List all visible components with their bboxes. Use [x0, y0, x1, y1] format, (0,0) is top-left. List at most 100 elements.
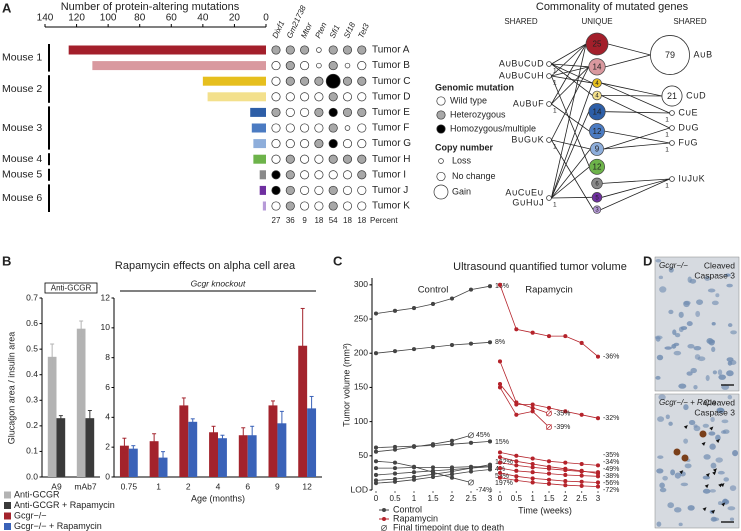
data-point — [468, 469, 474, 474]
nucleus — [724, 273, 731, 277]
mutation-dot — [316, 62, 322, 69]
nucleus — [689, 278, 697, 284]
mutation-dot — [314, 154, 324, 164]
mutation-dot — [271, 107, 281, 117]
mutation-dot — [271, 170, 281, 180]
mutation-dot — [285, 170, 295, 180]
bar — [218, 438, 227, 477]
data-point — [497, 385, 503, 390]
x-axis-title: Time (weeks) — [518, 505, 572, 515]
data-point — [411, 470, 417, 475]
data-point — [546, 477, 552, 482]
legend-label: Homozygous/multiple — [450, 123, 536, 133]
x-tick-label: 12 — [302, 481, 312, 491]
edge — [601, 95, 662, 97]
legend-marker — [433, 184, 449, 200]
nucleus — [694, 354, 701, 360]
data-point — [487, 467, 493, 472]
arrowhead — [715, 439, 720, 444]
x-tick-label: 6 — [245, 481, 250, 491]
mutation-dot — [300, 61, 310, 71]
panel-label: B — [2, 253, 11, 268]
data-point — [392, 349, 398, 354]
percent-label: Percent — [370, 216, 398, 225]
bar — [259, 185, 266, 195]
data-point — [579, 479, 584, 484]
data-point — [468, 466, 474, 471]
legend-marker — [436, 171, 446, 182]
bar — [209, 432, 218, 477]
mutation-dot — [285, 123, 295, 133]
end-label: -39% — [554, 424, 570, 431]
data-point — [497, 450, 503, 455]
series-line — [499, 361, 550, 414]
node-value: 1 — [665, 183, 669, 190]
data-point — [595, 416, 601, 421]
node-label: D∪G — [678, 122, 698, 132]
x-tick-label: 60 — [166, 13, 178, 24]
shared-node — [669, 176, 675, 182]
legend-label: Loss — [452, 155, 472, 165]
data-point — [392, 447, 398, 452]
y-tick-label: 0.3 — [26, 395, 38, 405]
y-tick-label: 0.5 — [26, 343, 38, 353]
node-value: 1 — [553, 68, 557, 75]
bar — [247, 435, 257, 477]
mutation-dot — [271, 154, 281, 164]
data-point — [497, 460, 503, 465]
data-point — [430, 301, 436, 307]
x-tick-label: 1 — [412, 494, 417, 503]
legend-marker — [438, 158, 444, 164]
node-value: 3 — [595, 208, 599, 214]
edge — [605, 54, 651, 68]
mutation-dot — [314, 76, 324, 86]
nucleus — [704, 275, 711, 282]
mutation-dot — [271, 185, 281, 195]
x-tick-label: 0.5 — [389, 494, 401, 503]
nucleus — [708, 431, 716, 436]
data-point — [530, 456, 535, 461]
mutation-dot — [357, 185, 367, 195]
percent-value: 36 — [286, 216, 295, 225]
data-point — [514, 474, 519, 479]
node-label: A∪B∪C∪H — [499, 70, 544, 80]
mutation-dot — [357, 107, 367, 117]
nucleus — [702, 475, 710, 480]
data-point — [530, 402, 535, 407]
panel-title: Ultrasound quantified tumor volume — [453, 261, 627, 273]
data-point — [563, 334, 568, 339]
nucleus — [668, 309, 674, 315]
nucleus — [656, 521, 662, 527]
death-slash — [468, 432, 474, 439]
bar — [238, 435, 248, 477]
mutation-dot — [271, 123, 281, 133]
shared-node — [669, 110, 675, 116]
node-value: 5 — [595, 195, 599, 201]
end-label: -36% — [603, 353, 619, 360]
bar — [262, 201, 266, 211]
data-point — [530, 409, 535, 414]
gene-label: Mtor — [299, 21, 314, 40]
bar — [251, 123, 266, 133]
end-label: -56% — [603, 480, 619, 487]
nucleus — [717, 369, 723, 376]
bar — [268, 405, 278, 477]
y-tick-label: 300 — [354, 279, 368, 289]
stain-label: Caspase 3 — [694, 407, 735, 417]
node-value: 79 — [665, 50, 675, 60]
node-label: A∪B — [694, 49, 713, 59]
node-value: 1 — [553, 144, 557, 151]
legend-title: Genomic mutation — [435, 82, 514, 92]
node-value: 1 — [553, 202, 557, 209]
percent-value: 27 — [272, 216, 281, 225]
edge — [551, 139, 594, 210]
tumor-label: Tumor D — [372, 91, 411, 102]
nucleus — [717, 470, 725, 475]
data-point — [392, 460, 398, 465]
mouse-label: Mouse 5 — [2, 169, 42, 181]
mouse-label: Mouse 6 — [2, 192, 42, 204]
x-tick-label: 3 — [596, 494, 601, 503]
nucleus — [678, 326, 684, 333]
arrowhead — [720, 482, 725, 487]
data-point — [449, 472, 455, 477]
